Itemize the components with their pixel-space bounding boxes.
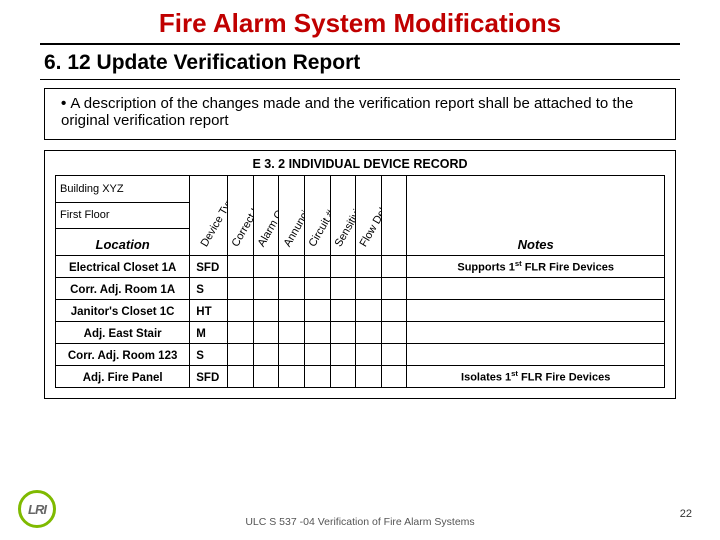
- cell-empty: [228, 344, 254, 366]
- cell-type: SFD: [190, 366, 228, 388]
- cell-empty: [356, 366, 382, 388]
- section-heading: 6. 12 Update Verification Report: [0, 45, 720, 79]
- cell-type: HT: [190, 300, 228, 322]
- cell-empty: [253, 278, 279, 300]
- cell-empty: [253, 344, 279, 366]
- col-circuit-no: Circuit #: [304, 176, 330, 256]
- table-row: Adj. East StairM: [56, 322, 665, 344]
- floor-cell: First Floor: [56, 202, 190, 229]
- cell-type: M: [190, 322, 228, 344]
- cell-empty: [279, 300, 305, 322]
- table-row: Corr. Adj. Room 1AS: [56, 278, 665, 300]
- table-row: Adj. Fire PanelSFD Isolates 1st FLR Fire …: [56, 366, 665, 388]
- page-title: Fire Alarm System Modifications: [0, 0, 720, 39]
- cell-empty: [330, 366, 356, 388]
- cell-location: Adj. East Stair: [56, 322, 190, 344]
- bullet-item: A description of the changes made and th…: [61, 95, 665, 129]
- cell-empty: [356, 256, 382, 278]
- cell-empty: [279, 278, 305, 300]
- col-sensitivity: Sensitivity: [330, 176, 356, 256]
- cell-empty: [304, 278, 330, 300]
- col-correct-install: Correct Install: [228, 176, 254, 256]
- col-location: Location: [56, 229, 190, 256]
- cell-empty: [381, 256, 407, 278]
- cell-notes: [407, 322, 665, 344]
- cell-empty: [381, 344, 407, 366]
- cell-empty: [381, 278, 407, 300]
- cell-notes: [407, 344, 665, 366]
- cell-location: Adj. Fire Panel: [56, 366, 190, 388]
- cell-notes: Supports 1st FLR Fire Devices: [407, 256, 665, 278]
- cell-empty: [304, 256, 330, 278]
- cell-empty: [381, 300, 407, 322]
- cell-empty: [228, 300, 254, 322]
- cell-location: Janitor's Closet 1C: [56, 300, 190, 322]
- table-title: E 3. 2 INDIVIDUAL DEVICE RECORD: [55, 157, 665, 171]
- cell-empty: [381, 322, 407, 344]
- cell-empty: [381, 366, 407, 388]
- table-body: Electrical Closet 1ASFDSupports 1st FLR …: [56, 256, 665, 388]
- col-notes: Notes: [407, 176, 665, 256]
- cell-notes: [407, 300, 665, 322]
- cell-empty: [356, 300, 382, 322]
- device-record-table: Building XYZ Device Type Correct Install…: [55, 175, 665, 388]
- cell-empty: [253, 256, 279, 278]
- cell-empty: [228, 366, 254, 388]
- col-alarm-oper: Alarm Oper: [253, 176, 279, 256]
- cell-empty: [228, 256, 254, 278]
- divider-sub: [40, 79, 680, 80]
- cell-empty: [304, 322, 330, 344]
- cell-empty: [356, 344, 382, 366]
- cell-empty: [228, 322, 254, 344]
- col-device-type: Device Type: [190, 176, 228, 256]
- table-row: Electrical Closet 1ASFD Supports 1st FLR …: [56, 256, 665, 278]
- cell-empty: [228, 278, 254, 300]
- cell-type: S: [190, 278, 228, 300]
- cell-empty: [330, 278, 356, 300]
- building-cell: Building XYZ: [56, 176, 190, 203]
- cell-type: S: [190, 344, 228, 366]
- description-box: A description of the changes made and th…: [44, 88, 676, 140]
- cell-empty: [304, 344, 330, 366]
- cell-empty: [279, 256, 305, 278]
- footer-reference: ULC S 537 -04 Verification of Fire Alarm…: [0, 516, 720, 528]
- cell-empty: [253, 300, 279, 322]
- cell-empty: [304, 366, 330, 388]
- cell-empty: [330, 256, 356, 278]
- cell-empty: [330, 300, 356, 322]
- col-blank: [381, 176, 407, 256]
- cell-empty: [279, 344, 305, 366]
- table-row: Corr. Adj. Room 123S: [56, 344, 665, 366]
- cell-empty: [356, 322, 382, 344]
- cell-notes: [407, 278, 665, 300]
- cell-location: Electrical Closet 1A: [56, 256, 190, 278]
- cell-location: Corr. Adj. Room 123: [56, 344, 190, 366]
- cell-notes: Isolates 1st FLR Fire Devices: [407, 366, 665, 388]
- cell-empty: [304, 300, 330, 322]
- cell-empty: [356, 278, 382, 300]
- cell-location: Corr. Adj. Room 1A: [56, 278, 190, 300]
- cell-empty: [253, 366, 279, 388]
- cell-empty: [279, 366, 305, 388]
- cell-empty: [253, 322, 279, 344]
- device-record-box: E 3. 2 INDIVIDUAL DEVICE RECORD Building…: [44, 150, 676, 399]
- cell-empty: [330, 344, 356, 366]
- table-row: Janitor's Closet 1CHT: [56, 300, 665, 322]
- col-flow-delay: Flow Delay: [356, 176, 382, 256]
- cell-type: SFD: [190, 256, 228, 278]
- col-annunciation: Annunciation: [279, 176, 305, 256]
- cell-empty: [330, 322, 356, 344]
- cell-empty: [279, 322, 305, 344]
- page-number: 22: [680, 508, 692, 520]
